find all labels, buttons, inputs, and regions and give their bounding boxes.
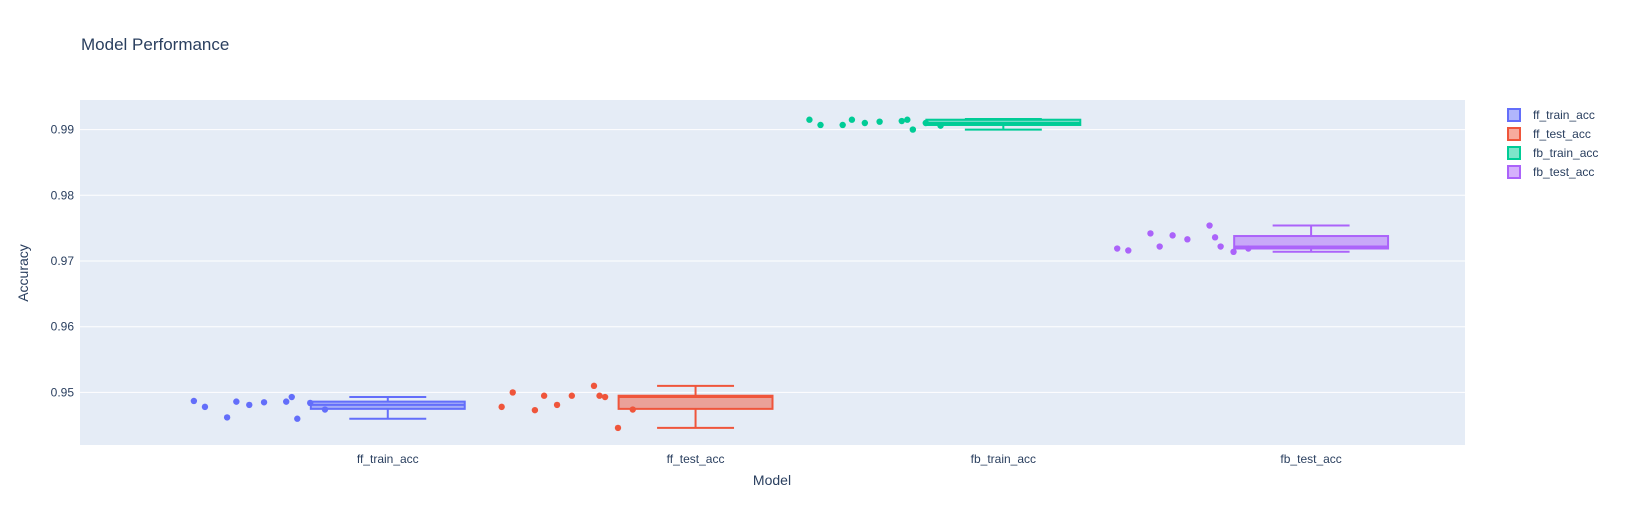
data-point (1211, 234, 1219, 241)
box-ff_train_acc (309, 396, 466, 420)
data-point (861, 119, 869, 127)
data-point (909, 126, 917, 133)
data-point (223, 414, 231, 421)
data-point (1184, 236, 1191, 243)
box-fb_train_acc (925, 118, 1082, 131)
data-point (260, 399, 268, 406)
x-tick-label: fb_train_acc (971, 452, 1036, 466)
data-point (568, 392, 576, 399)
data-point (614, 424, 622, 432)
data-point (1230, 248, 1237, 255)
x-tick-label: fb_test_acc (1280, 452, 1341, 466)
legend-item-ff_train_acc[interactable]: ff_train_acc (1507, 108, 1595, 122)
data-point (904, 116, 911, 123)
data-points (190, 116, 1252, 432)
box-iqr (617, 394, 774, 410)
data-point (233, 398, 240, 405)
data-point (1125, 247, 1132, 254)
data-point (201, 403, 209, 411)
y-tick-label: 0.98 (51, 188, 75, 202)
legend-swatch (1507, 127, 1521, 141)
legend-swatch (1507, 146, 1521, 160)
data-point (288, 393, 295, 401)
data-point (1206, 222, 1213, 229)
data-point (898, 117, 905, 125)
y-tick-label: 0.97 (51, 254, 75, 268)
data-point (1169, 232, 1176, 239)
data-point (596, 392, 603, 399)
chart-title: Model Performance (81, 35, 229, 54)
legend-item-fb_train_acc[interactable]: fb_train_acc (1507, 146, 1598, 160)
legend-label: ff_test_acc (1533, 127, 1591, 141)
y-axis-ticks: 0.95 0.96 0.97 0.98 0.99 (51, 123, 75, 400)
data-point (190, 397, 198, 405)
data-point (817, 121, 824, 129)
y-axis-title: Accuracy (15, 244, 31, 302)
legend-label: fb_train_acc (1533, 146, 1598, 160)
legend[interactable]: ff_train_acc ff_test_acc fb_train_acc fb_te… (1507, 108, 1598, 179)
data-point (1156, 243, 1163, 250)
box-iqr (1233, 235, 1390, 250)
legend-swatch (1507, 108, 1521, 122)
data-point (806, 116, 813, 123)
data-point (283, 398, 290, 405)
data-point (246, 401, 253, 409)
x-axis-ticks: ff_train_acc ff_test_acc fb_train_acc fb_te… (357, 452, 1342, 466)
data-point (601, 393, 609, 401)
data-point (848, 116, 856, 123)
x-axis-title: Model (753, 472, 791, 488)
legend-item-ff_test_acc[interactable]: ff_test_acc (1507, 127, 1591, 141)
y-tick-label: 0.96 (51, 320, 75, 334)
data-point (531, 406, 539, 414)
data-point (839, 121, 846, 129)
y-tick-label: 0.95 (51, 385, 75, 399)
data-point (876, 118, 883, 125)
data-point (1217, 243, 1224, 250)
box-ff_test_acc (617, 384, 774, 429)
data-point (590, 382, 598, 390)
gridlines (80, 129, 1465, 393)
plot-area (80, 100, 1465, 445)
data-point (540, 392, 548, 399)
data-point (553, 401, 561, 409)
data-point (509, 389, 516, 396)
legend-label: fb_test_acc (1533, 165, 1594, 179)
y-tick-label: 0.99 (51, 123, 75, 137)
data-point (1147, 230, 1154, 237)
box-fb_test_acc (1233, 224, 1390, 253)
legend-label: ff_train_acc (1533, 108, 1595, 122)
x-tick-label: ff_test_acc (667, 452, 725, 466)
data-point (498, 403, 505, 411)
data-point (1114, 245, 1121, 252)
data-point (294, 415, 301, 422)
x-tick-label: ff_train_acc (357, 452, 419, 466)
boxes (309, 118, 1390, 429)
legend-swatch (1507, 165, 1521, 179)
legend-item-fb_test_acc[interactable]: fb_test_acc (1507, 165, 1594, 179)
